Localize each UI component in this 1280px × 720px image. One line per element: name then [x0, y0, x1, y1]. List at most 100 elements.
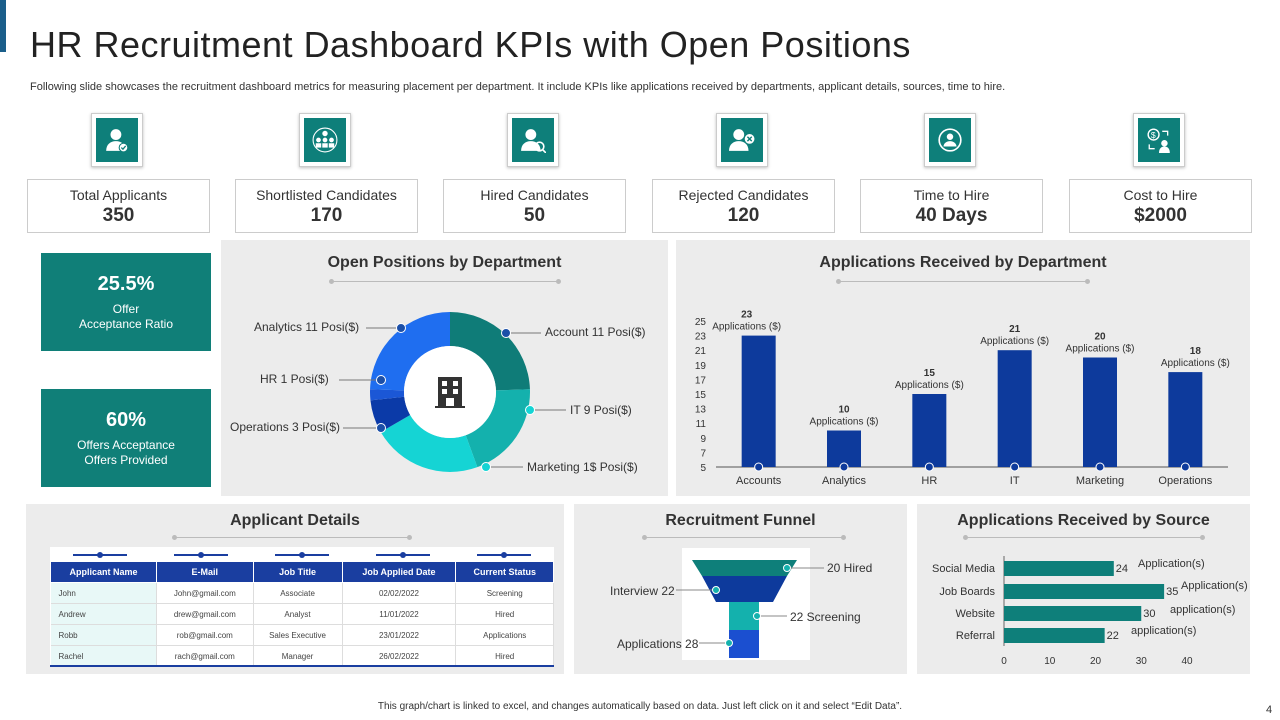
- donut-label-hr: HR 1 Posi($): [260, 372, 329, 386]
- bar-website: [1004, 606, 1142, 621]
- leader-dot-analytics: [396, 323, 406, 333]
- bar-operations: [1168, 372, 1203, 467]
- kpi-card: Hired Candidates 50: [443, 179, 626, 233]
- kpi-card: Time to Hire 40 Days: [860, 179, 1043, 233]
- y-tick-label: 13: [695, 405, 707, 416]
- data-label-value: 21: [1009, 324, 1021, 335]
- table-cell: Rachel: [50, 645, 157, 667]
- category-label: Social Media: [932, 563, 996, 575]
- title-divider: [642, 535, 846, 540]
- funnel-label-hired: 20 Hired: [827, 561, 873, 575]
- table-header-markers: [73, 552, 531, 558]
- column-header: Current Status: [455, 561, 554, 583]
- ratio-value: 60%: [105, 409, 147, 431]
- offers-acceptance-box: 60% Offers Acceptance Offers Provided: [41, 389, 211, 487]
- user-search-icon: [512, 118, 554, 162]
- axis-marker: [839, 462, 849, 472]
- kpi-value: 40 Days: [915, 205, 988, 226]
- recruitment-funnel-chart: [676, 548, 824, 660]
- donut-segment-it: [465, 389, 530, 468]
- x-tick-label: 40: [1181, 656, 1193, 667]
- time-cycle-icon: [929, 118, 971, 162]
- funnel-dot-hired: [783, 564, 791, 572]
- donut-label-it: IT 9 Posi($): [570, 403, 632, 417]
- page-number: 4: [1266, 704, 1273, 716]
- table-cell: Hired: [455, 603, 554, 625]
- y-tick-label: 7: [700, 448, 706, 459]
- title-divider: [836, 279, 1090, 284]
- applications-by-source-bar-chart: Social Media 24 Application(s) Job Boards 35…: [932, 556, 1248, 667]
- applicant-details-panel: Applicant Details Applicant Name E-Mail Jo…: [26, 504, 564, 674]
- x-tick-label: Analytics: [822, 475, 867, 487]
- header-marker-dot: [501, 552, 507, 558]
- y-tick-label: 9: [700, 434, 706, 445]
- table-cell: John@gmail.com: [156, 582, 254, 604]
- applications-by-department-panel: Applications Received by Department 25 23…: [676, 240, 1250, 496]
- kpi-label: Total Applicants: [69, 187, 168, 203]
- bar-accounts: [741, 335, 776, 467]
- table-cell: rob@gmail.com: [156, 624, 254, 646]
- leader-dot-hr: [376, 375, 386, 385]
- axis-marker: [1180, 462, 1190, 472]
- kpi-value: $2000: [1134, 205, 1187, 226]
- x-tick-label: HR: [921, 475, 937, 487]
- ratio-label: Offers Acceptance: [77, 438, 175, 452]
- column-header: Job Applied Date: [341, 561, 457, 583]
- data-label-unit: Applications ($): [712, 322, 781, 333]
- data-label-unit: Applications ($): [1066, 344, 1135, 355]
- column-header: Applicant Name: [50, 561, 157, 583]
- axis-marker: [924, 462, 934, 472]
- leader-dot-marketing: [481, 462, 491, 472]
- offer-acceptance-ratio-box: 25.5% Offer Acceptance Ratio: [41, 253, 211, 351]
- funnel-label-applications: Applications 28: [617, 637, 699, 651]
- funnel-tier-applications: [729, 630, 759, 658]
- ratio-value: 25.5%: [97, 273, 155, 295]
- y-tick-label: 5: [700, 463, 706, 474]
- donut-label-account: Account 11 Posi($): [545, 325, 646, 339]
- kpi-card: Total Applicants 350: [27, 179, 210, 233]
- data-label-value: 20: [1094, 332, 1106, 343]
- category-label: Referral: [956, 630, 995, 642]
- funnel-tier-interview: [702, 576, 787, 602]
- y-tick-label: 15: [695, 390, 707, 401]
- table-cell: Manager: [253, 645, 343, 667]
- building-icon: [435, 377, 465, 408]
- data-label-unit: Application(s): [1181, 580, 1248, 592]
- funnel-dot-screening: [753, 612, 761, 620]
- y-tick-label: 17: [695, 375, 707, 386]
- panel-title: Applications Received by Source: [957, 512, 1210, 529]
- axis-marker: [1010, 462, 1020, 472]
- panel-title: Applications Received by Department: [819, 254, 1107, 271]
- table-cell: Hired: [455, 645, 554, 667]
- leader-dot-it: [525, 405, 535, 415]
- kpi-value: 120: [727, 205, 760, 226]
- table-cell: Associate: [253, 582, 343, 604]
- kpi-icon-frame: [299, 113, 351, 167]
- x-tick-label: 0: [1001, 656, 1007, 667]
- table-cell: 26/02/2022: [342, 645, 457, 667]
- user-reject-icon: [721, 118, 763, 162]
- table-cell: Screening: [455, 582, 554, 604]
- kpi-label: Rejected Candidates: [678, 187, 809, 203]
- bar-marketing: [1083, 357, 1117, 467]
- table-cell: rach@gmail.com: [156, 645, 254, 667]
- category-label: Job Boards: [939, 586, 995, 598]
- data-label-value: 24: [1116, 563, 1128, 575]
- axis-marker: [1095, 462, 1105, 472]
- table-cell: John: [50, 582, 157, 604]
- kpi-icon-frame: $: [1133, 113, 1185, 167]
- kpi-icon-frame: [507, 113, 559, 167]
- title-divider: [963, 535, 1205, 540]
- y-tick-label: 19: [695, 361, 707, 372]
- ratio-label: Offer: [112, 302, 140, 316]
- title-divider: [172, 535, 412, 540]
- category-label: Website: [955, 608, 995, 620]
- applications-by-source-panel: Applications Received by Source Social M…: [917, 504, 1250, 674]
- data-label-unit: application(s): [1131, 625, 1196, 637]
- axis-marker: [754, 462, 764, 472]
- kpi-value: 170: [310, 205, 343, 226]
- funnel-tier-hired: [692, 560, 797, 576]
- funnel-label-screening: 22 Screening: [790, 610, 861, 624]
- table-cell: Andrew: [50, 603, 157, 625]
- user-check-icon: [96, 118, 138, 162]
